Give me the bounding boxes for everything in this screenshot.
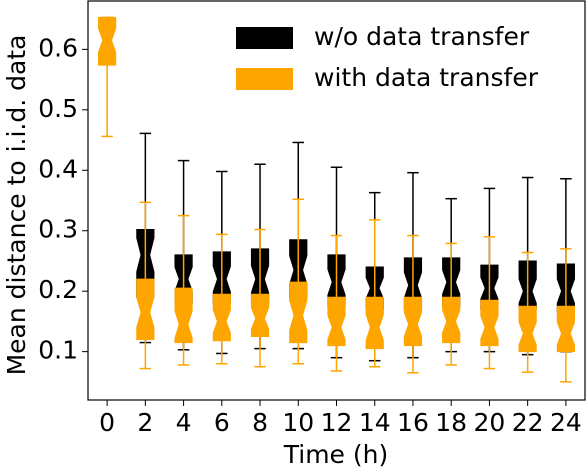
box	[174, 287, 193, 344]
box	[136, 278, 155, 341]
box	[327, 296, 346, 347]
box	[250, 293, 270, 338]
x-tick-label: 0	[99, 408, 115, 437]
y-tick-label: 0.4	[38, 154, 78, 183]
x-tick-label: 22	[512, 408, 544, 437]
y-tick-label: 0.3	[38, 215, 78, 244]
x-tick-label: 8	[252, 408, 268, 437]
legend-label: w/o data transfer	[314, 22, 530, 51]
box	[403, 296, 423, 347]
legend-swatch	[236, 68, 293, 90]
y-tick-label: 0.2	[38, 275, 78, 304]
plot-frame	[87, 0, 586, 401]
y-tick-label: 0.6	[38, 33, 78, 62]
x-tick-label: 16	[397, 408, 429, 437]
x-tick-label: 4	[176, 408, 192, 437]
y-tick-label: 0.5	[38, 94, 78, 123]
box	[480, 299, 499, 347]
x-tick-label: 6	[214, 408, 230, 437]
x-tick-label: 24	[550, 408, 582, 437]
x-tick-label: 12	[321, 408, 353, 437]
legend-label: with data transfer	[314, 63, 539, 92]
x-axis-label: Time (h)	[283, 440, 388, 469]
legend-swatch	[236, 27, 293, 49]
y-tick-label: 0.1	[38, 336, 78, 365]
x-tick-label: 20	[474, 408, 506, 437]
box	[442, 296, 461, 344]
y-axis-label: Mean distance to i.i.d. data	[2, 35, 31, 376]
box	[212, 293, 231, 342]
box	[556, 305, 575, 353]
box	[98, 16, 117, 66]
box	[289, 281, 308, 344]
box	[365, 296, 384, 350]
x-tick-label: 18	[435, 408, 467, 437]
x-tick-label: 2	[137, 408, 153, 437]
x-tick-label: 10	[282, 408, 314, 437]
x-tick-label: 14	[359, 408, 391, 437]
box	[518, 305, 537, 353]
